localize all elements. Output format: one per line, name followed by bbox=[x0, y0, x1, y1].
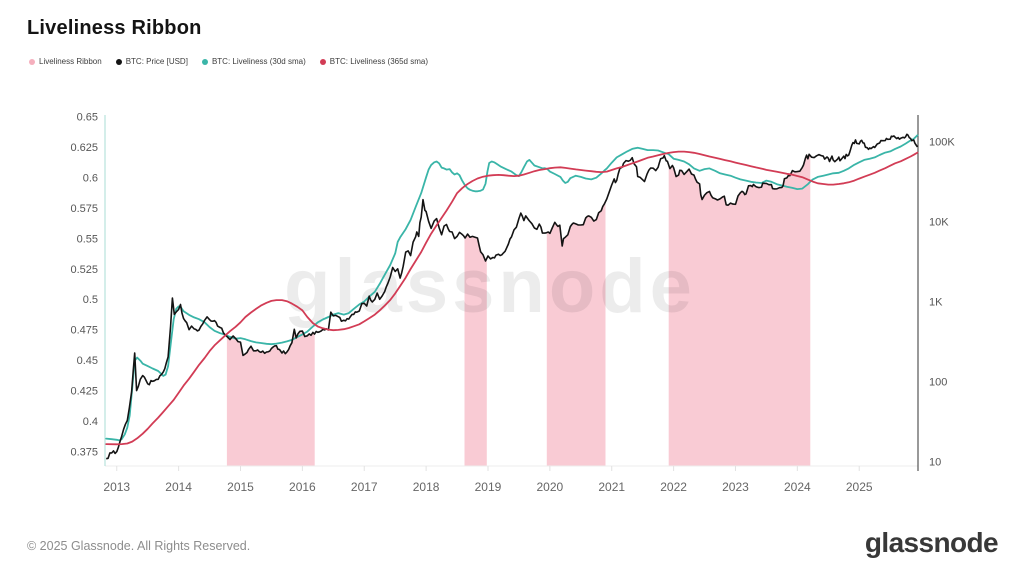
copyright-text: © 2025 Glassnode. All Rights Reserved. bbox=[27, 539, 251, 553]
y-left-tick-label: 0.65 bbox=[77, 112, 98, 124]
legend-item-label: BTC: Liveliness (30d sma) bbox=[211, 57, 306, 66]
x-tick-label: 2016 bbox=[289, 480, 316, 494]
glassnode-logo: glassnode bbox=[864, 527, 999, 558]
y-left-tick-label: 0.575 bbox=[70, 203, 98, 215]
y-left-tick-label: 0.4 bbox=[83, 416, 98, 428]
y-left-tick-label: 0.625 bbox=[70, 142, 98, 154]
x-tick-label: 2025 bbox=[846, 480, 873, 494]
y-left-tick-label: 0.45 bbox=[77, 355, 98, 367]
y-left-tick-label: 0.55 bbox=[77, 233, 98, 245]
legend-item-label: Liveliness Ribbon bbox=[39, 57, 102, 66]
ribbon-band bbox=[226, 329, 315, 466]
ribbon-band bbox=[668, 154, 811, 467]
y-left-tick-label: 0.6 bbox=[83, 172, 98, 184]
x-tick-label: 2014 bbox=[165, 480, 192, 494]
page-title: Liveliness Ribbon bbox=[27, 17, 202, 39]
liveliness-365d-line bbox=[105, 150, 919, 446]
legend-item-liveliness-30d[interactable]: BTC: Liveliness (30d sma) bbox=[201, 57, 306, 66]
btc-price-line bbox=[106, 133, 919, 460]
ribbon-band bbox=[546, 201, 606, 466]
x-tick-label: 2021 bbox=[598, 480, 625, 494]
x-tick-label: 2020 bbox=[537, 480, 564, 494]
x-tick-label: 2013 bbox=[103, 480, 130, 494]
ribbon-band bbox=[464, 234, 487, 466]
y-right-tick-label: 100K bbox=[929, 136, 955, 148]
x-tick-label: 2024 bbox=[784, 480, 811, 494]
legend-item-btc-price[interactable]: BTC: Price [USD] bbox=[115, 57, 188, 66]
y-left-tick-label: 0.375 bbox=[70, 446, 98, 458]
y-left-tick-label: 0.475 bbox=[70, 325, 98, 337]
liveliness-365d-swatch-icon bbox=[319, 58, 326, 65]
y-right-tick-label: 1K bbox=[929, 296, 943, 308]
price-swatch-icon bbox=[115, 58, 122, 65]
y-left-tick-label: 0.525 bbox=[70, 264, 98, 276]
x-tick-label: 2022 bbox=[660, 480, 687, 494]
x-tick-label: 2019 bbox=[475, 480, 502, 494]
liveliness-30d-swatch-icon bbox=[201, 58, 208, 65]
x-tick-label: 2017 bbox=[351, 480, 378, 494]
x-tick-label: 2023 bbox=[722, 480, 749, 494]
y-right-tick-label: 100 bbox=[929, 376, 947, 388]
legend-item-label: BTC: Liveliness (365d sma) bbox=[329, 57, 429, 66]
y-right-tick-label: 10K bbox=[929, 216, 949, 228]
legend-item-label: BTC: Price [USD] bbox=[125, 57, 188, 66]
legend-item-liveliness-ribbon[interactable]: Liveliness Ribbon bbox=[29, 57, 102, 66]
legend-item-liveliness-365d[interactable]: BTC: Liveliness (365d sma) bbox=[319, 57, 429, 66]
ribbon-swatch-icon bbox=[29, 58, 35, 65]
y-left-tick-label: 0.5 bbox=[83, 294, 98, 306]
glassnode-watermark: glassnode bbox=[284, 244, 696, 329]
legend: Liveliness Ribbon BTC: Price [USD] BTC: … bbox=[29, 57, 428, 66]
liveliness-30d-line bbox=[105, 134, 919, 442]
x-tick-label: 2018 bbox=[413, 480, 440, 494]
y-left-tick-label: 0.425 bbox=[70, 386, 98, 398]
y-right-tick-label: 10 bbox=[929, 456, 941, 468]
x-tick-label: 2015 bbox=[227, 480, 254, 494]
